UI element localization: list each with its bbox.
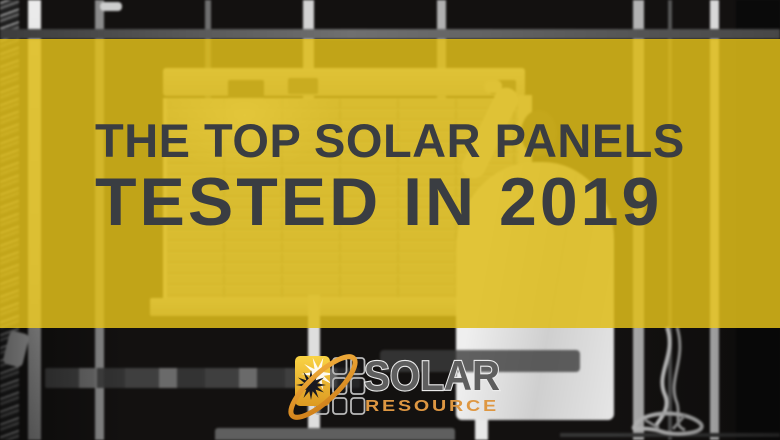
logo-word-solar: SOLAR: [364, 352, 500, 399]
title-line-1: THE TOP SOLAR PANELS: [95, 114, 685, 167]
logo-wordmark: SOLAR RESOURCE: [363, 351, 501, 415]
page-title: THE TOP SOLAR PANELS TESTED IN 2019: [95, 114, 685, 237]
title-line-2: TESTED IN 2019: [95, 164, 663, 240]
sun-orbit-solar-panel-icon: [288, 354, 366, 420]
ceiling-beam: [0, 29, 780, 39]
logo-word-resource: RESOURCE: [365, 398, 499, 415]
solar-resource-logo: SOLAR RESOURCE: [273, 340, 518, 440]
bottom-vignette: [0, 328, 780, 440]
sun-core: [296, 370, 326, 400]
yellow-overlay: THE TOP SOLAR PANELS TESTED IN 2019: [0, 39, 780, 328]
light-spot: [100, 2, 122, 11]
orbit-ring: [288, 354, 358, 420]
